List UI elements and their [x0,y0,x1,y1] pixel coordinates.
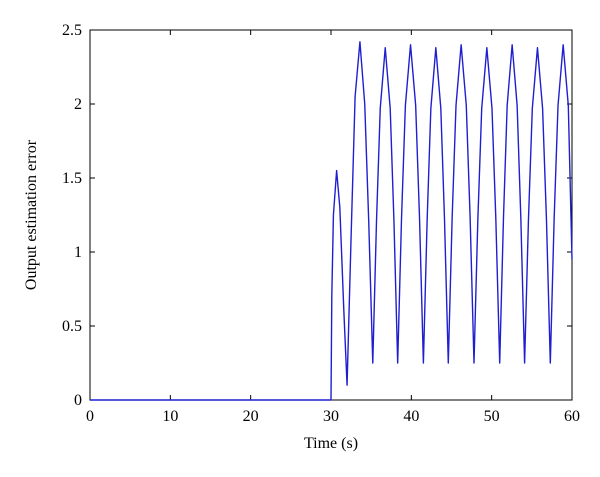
y-tick-label: 2 [74,96,82,113]
x-tick-label: 20 [243,408,259,425]
data-line [90,41,573,401]
y-tick-label: 0.5 [62,318,82,335]
x-axis-label: Time (s) [304,435,358,452]
y-axis-label: Output estimation error [23,139,40,290]
x-tick-label: 50 [484,408,500,425]
x-tick-label: 30 [323,408,339,425]
y-tick-label: 2.5 [62,22,82,39]
x-tick-label: 0 [86,408,94,425]
y-tick-label: 1 [74,244,82,261]
x-tick-label: 10 [162,408,178,425]
x-tick-label: 40 [403,408,419,425]
x-tick-label: 60 [564,408,580,425]
y-tick-label: 1.5 [62,170,82,187]
y-tick-label: 0 [74,392,82,409]
